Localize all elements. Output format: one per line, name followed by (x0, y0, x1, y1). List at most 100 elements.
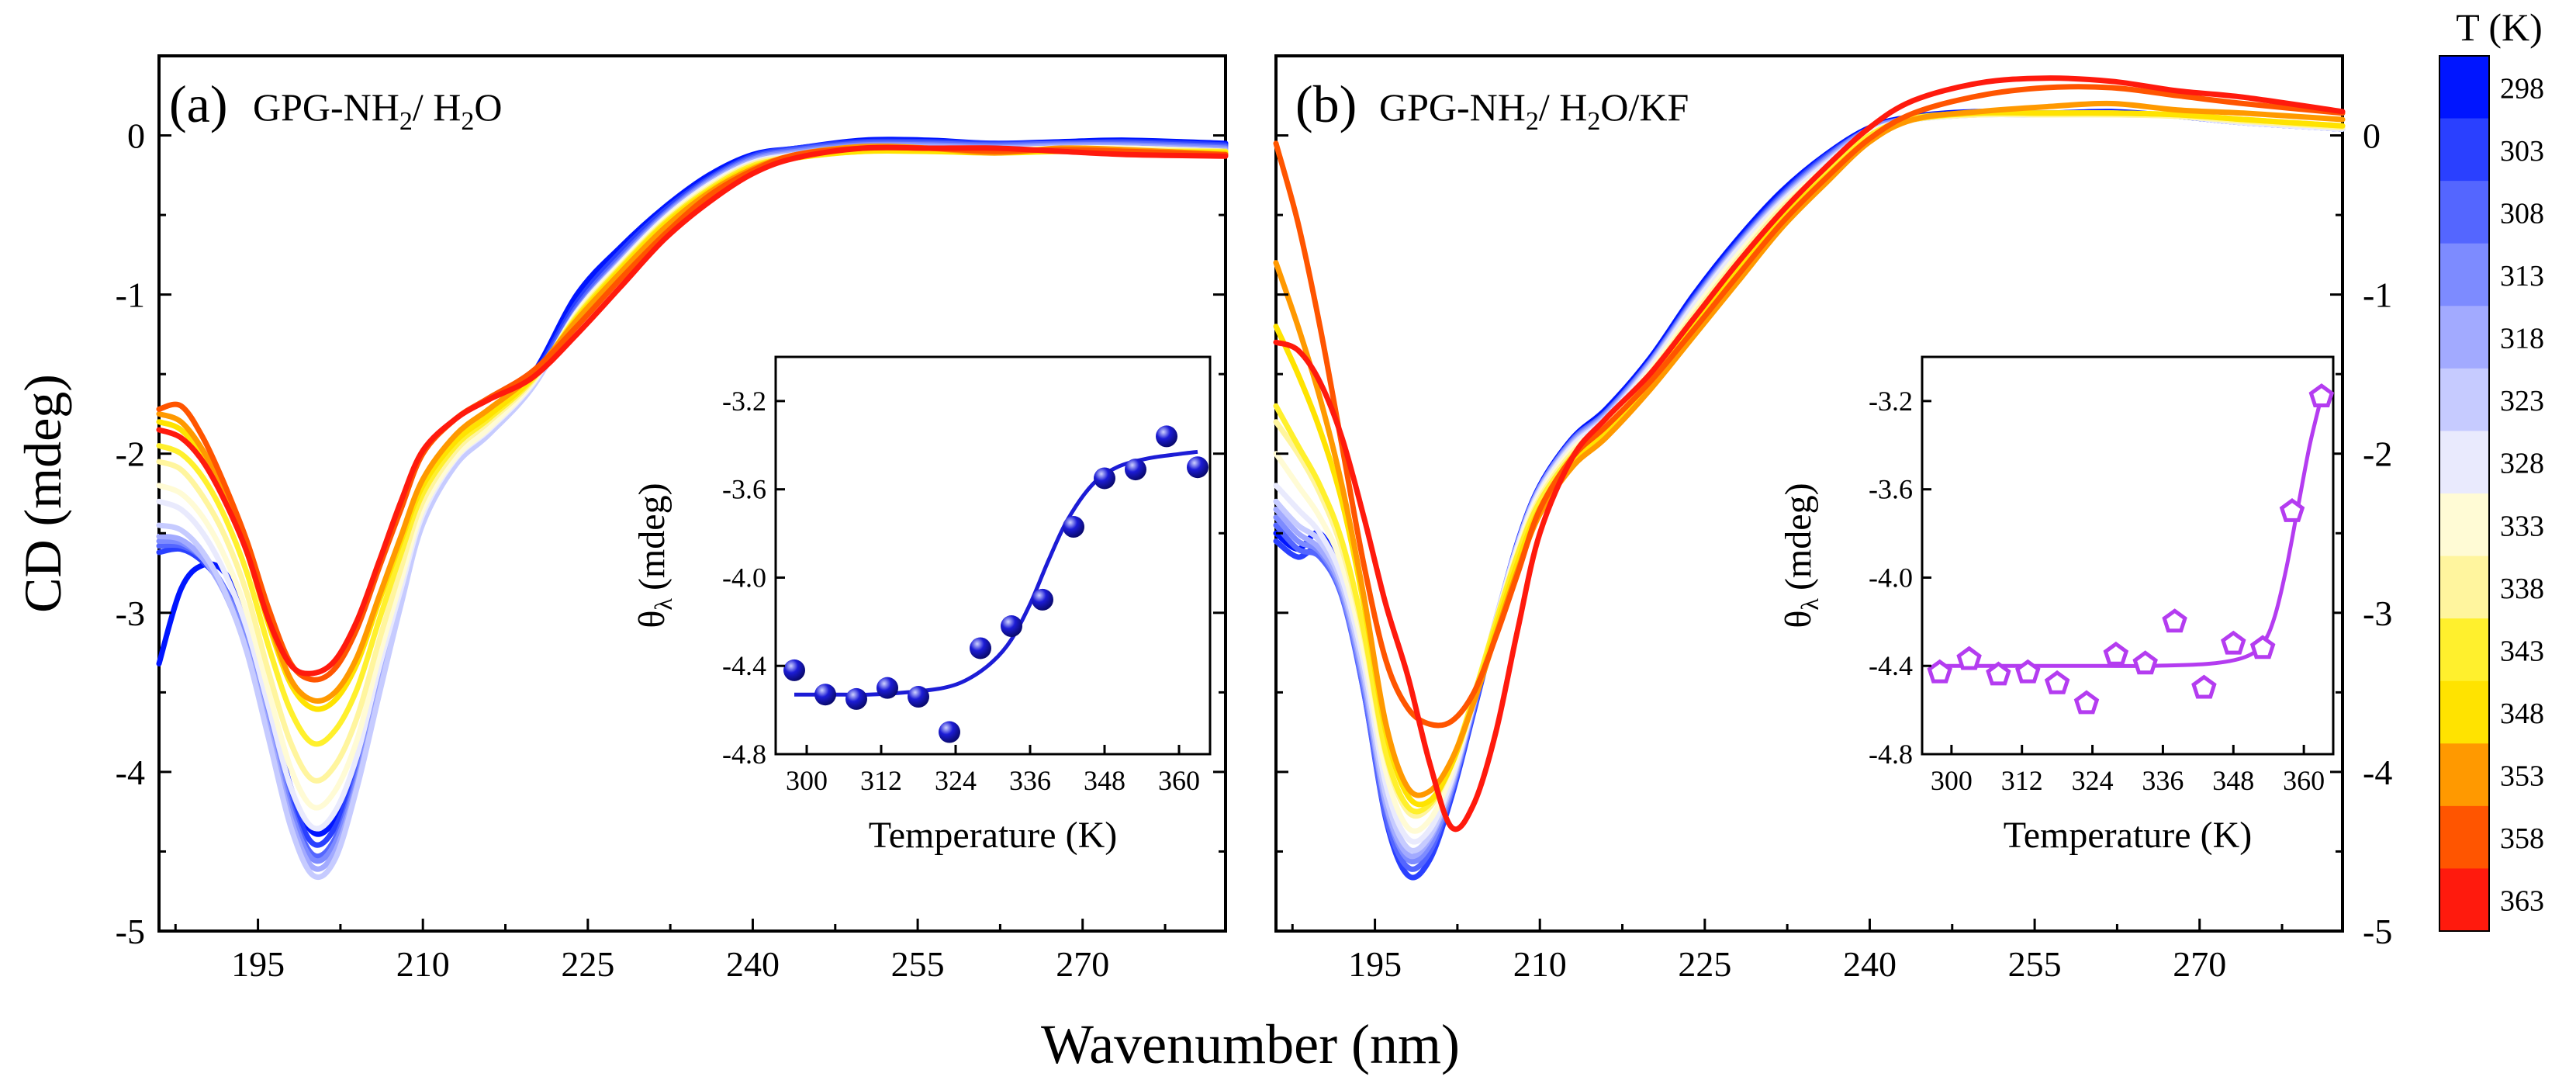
inset-b: 300 312 324 336 348 360 -3.2 -3.6 -4.0 -4.4 -4.8 T… (1778, 355, 2335, 856)
panel-b-xtick-label: 195 (1348, 944, 1402, 984)
panel-a-xtick-label: 255 (891, 944, 945, 984)
inset-a-ylabel-unit: (mdeg) (631, 483, 673, 590)
inset-b-ytick-label: -4.4 (1869, 650, 1913, 681)
panel-b-title-sub2: 2 (1587, 107, 1600, 136)
inset-a-xtick-label: 348 (1084, 765, 1125, 796)
colorbar-label-353: 353 (2500, 760, 2544, 793)
panel-b-xtick-label: 255 (2008, 944, 2062, 984)
panel-b-xtick-label: 270 (2173, 944, 2226, 984)
colorbar-swatch-318 (2439, 306, 2489, 369)
inset-a: 300 312 324 336 348 360 -3.2 -3.6 -4.0 -4.4 -4.8 T… (631, 355, 1212, 856)
panel-a-xtick-label: 210 (396, 944, 450, 984)
panel-b: 195 210 225 240 255 270 0 -1 -2 -3 -4 -5 (b) GPG-NH… (1273, 54, 2392, 984)
panel-b-title-part1: GPG-NH (1379, 85, 1526, 129)
panel-b-tag: (b) (1295, 74, 1357, 133)
inset-a-point (1063, 516, 1084, 538)
inset-a-xtick-label: 360 (1158, 765, 1200, 796)
colorbar-label-328: 328 (2500, 448, 2544, 480)
panel-b-ytick-label: 0 (2363, 116, 2381, 156)
inset-a-point (908, 686, 929, 708)
panel-b-ticks: 195 210 225 240 255 270 0 -1 -2 -3 -4 -5 (1276, 116, 2392, 984)
panel-b-title-sub1: 2 (1526, 107, 1539, 136)
colorbar-label-308: 308 (2500, 197, 2544, 230)
inset-b-point (2044, 670, 2070, 694)
inset-b-xtick-label: 360 (2283, 765, 2325, 796)
panel-a-tag: (a) (169, 74, 227, 133)
inset-b-xtick-label: 348 (2212, 765, 2254, 796)
inset-b-xtick-label: 336 (2142, 765, 2184, 796)
panel-b-xtick-label: 225 (1678, 944, 1731, 984)
colorbar-swatch-328 (2439, 431, 2489, 494)
inset-a-ylabel-main: θ (631, 611, 673, 628)
colorbar-labels: 298 303 308 313 318 323 328 333 338 343 348 353 358 3… (2500, 72, 2544, 917)
panel-a: 195 210 225 240 255 270 0 -1 -2 -3 -4 -5 (a) GPG-NH… (116, 54, 1229, 984)
inset-b-ylabel-unit: (mdeg) (1778, 483, 1819, 590)
colorbar-title: T (K) (2456, 5, 2543, 49)
panel-a-xtick-label: 195 (231, 944, 285, 984)
panel-a-xtick-label: 225 (561, 944, 614, 984)
inset-b-point (2221, 630, 2246, 655)
inset-b-point (1986, 661, 2011, 686)
inset-a-xtick-label: 336 (1009, 765, 1051, 796)
inset-a-ylabel-sub: λ (649, 598, 677, 611)
inset-a-point (1156, 425, 1177, 448)
inset-b-xtick-label: 312 (2001, 765, 2043, 796)
inset-b-points (1927, 383, 2335, 715)
colorbar-swatch-323 (2439, 368, 2489, 431)
panel-b-ytick-label: -2 (2363, 434, 2392, 474)
figure-ylabel: CD (mdeg) (13, 374, 72, 613)
panel-a-ytick-label: 0 (127, 116, 145, 156)
panel-a-title-sub1: 2 (399, 107, 413, 136)
panel-b-frame (1274, 54, 2344, 933)
inset-a-xtick-label: 324 (935, 765, 977, 796)
inset-a-point (939, 721, 960, 743)
colorbar-label-343: 343 (2500, 635, 2544, 667)
colorbar-swatch-308 (2439, 181, 2489, 244)
panel-b-curves (1273, 75, 2346, 881)
colorbar-swatch-338 (2439, 556, 2489, 619)
panel-b-xtick-label: 210 (1513, 944, 1567, 984)
inset-a-ytick-label: -4.4 (722, 650, 766, 681)
panel-a-xtick-label: 240 (726, 944, 780, 984)
colorbar-label-358: 358 (2500, 822, 2544, 855)
colorbar-swatch-353 (2439, 743, 2489, 807)
colorbar-swatches (2439, 56, 2489, 932)
colorbar-label-313: 313 (2500, 260, 2544, 293)
colorbar-swatch-343 (2439, 618, 2489, 682)
inset-b-ticks: 300 312 324 336 348 360 -3.2 -3.6 -4.0 -4.4 -4.8 (1869, 386, 2325, 796)
panel-a-title-part1: GPG-NH (253, 85, 399, 129)
panel-a-ytick-label: -1 (116, 275, 145, 315)
inset-b-point (2279, 498, 2305, 522)
colorbar-swatch-313 (2439, 243, 2489, 306)
colorbar-swatch-358 (2439, 805, 2489, 869)
inset-a-ticks: 300 312 324 336 348 360 -3.2 -3.6 -4.0 -4.4 -4.8 (722, 386, 1200, 796)
inset-a-point (1032, 588, 1053, 611)
inset-a-point (877, 677, 898, 699)
panel-a-title: GPG-NH2/ H2O (253, 85, 503, 136)
inset-a-point (783, 659, 805, 681)
panel-b-ytick-label: -3 (2363, 594, 2392, 633)
panel-a-curves (156, 137, 1229, 881)
inset-b-point (2073, 690, 2100, 715)
inset-b-ytick-label: -4.0 (1869, 562, 1913, 593)
colorbar-swatch-333 (2439, 493, 2489, 557)
inset-a-point (970, 637, 991, 659)
inset-b-point (2308, 383, 2335, 407)
figure-xlabel: Wavenumber (nm) (1041, 1013, 1460, 1075)
panel-a-xtick-label: 270 (1056, 944, 1109, 984)
inset-b-point (1956, 646, 1982, 670)
inset-a-xlabel: Temperature (K) (869, 815, 1117, 856)
inset-b-xtick-label: 324 (2072, 765, 2114, 796)
inset-b-frame (1921, 355, 2335, 756)
inset-a-point (1125, 459, 1146, 481)
inset-a-ytick-label: -3.6 (722, 474, 766, 505)
panel-a-ytick-label: -3 (116, 594, 145, 633)
inset-a-frame (774, 355, 1212, 756)
inset-a-ytick-label: -4.8 (722, 739, 766, 770)
inset-b-ytick-label: -4.8 (1869, 739, 1913, 770)
inset-a-point (1187, 456, 1208, 479)
inset-a-xtick-label: 300 (786, 765, 828, 796)
inset-a-ylabel: θλ (mdeg) (631, 483, 677, 628)
panel-a-title-part3: O (474, 85, 502, 129)
